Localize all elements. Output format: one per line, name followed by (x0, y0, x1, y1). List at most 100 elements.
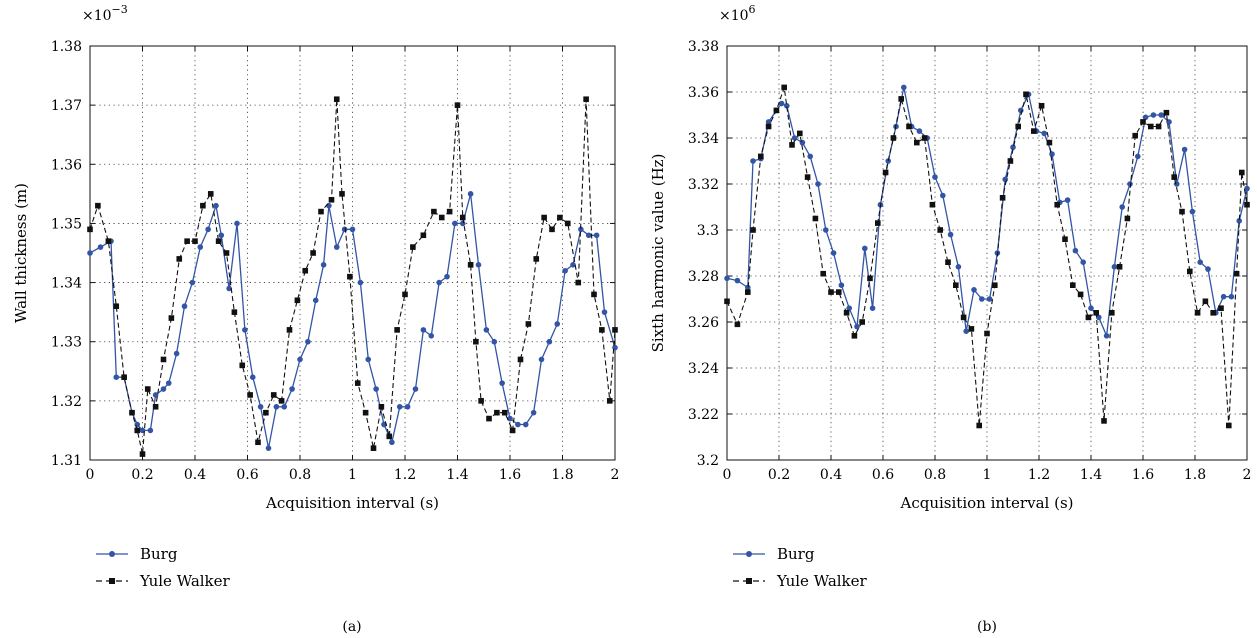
data-point (875, 220, 881, 226)
data-point (1002, 176, 1008, 183)
data-point (213, 202, 219, 209)
data-point (1085, 314, 1092, 321)
data-point (218, 232, 225, 239)
data-point (867, 275, 873, 282)
x-tick-label: 0.8 (289, 467, 311, 483)
data-point (281, 403, 288, 410)
data-point (294, 297, 301, 304)
y-tick-label: 3.36 (688, 85, 719, 101)
data-point (257, 403, 264, 410)
data-point (789, 142, 795, 148)
data-point (1038, 103, 1045, 109)
data-point (745, 284, 751, 291)
data-point (1205, 266, 1211, 272)
legend-label: Burg (777, 545, 815, 563)
data-point (1041, 130, 1047, 137)
data-point (557, 214, 563, 221)
data-point (1158, 112, 1164, 118)
data-point (181, 303, 188, 310)
data-point (404, 403, 411, 410)
data-point (396, 403, 403, 410)
legend-entry-burg: Burg (733, 545, 815, 563)
y-tick-label: 3.22 (688, 407, 719, 423)
data-point (134, 421, 141, 428)
y-multiplier: ×10−3 (82, 3, 128, 24)
data-point (215, 238, 222, 244)
data-point (538, 356, 545, 363)
data-point (1187, 268, 1193, 275)
data-point (347, 273, 353, 280)
data-point (113, 374, 120, 381)
data-point (486, 415, 492, 422)
data-point (734, 321, 741, 328)
data-point (444, 273, 450, 280)
data-point (976, 422, 982, 429)
y-tick-label: 1.34 (51, 276, 82, 292)
legend-label: Yule Walker (776, 572, 868, 590)
data-point (778, 100, 785, 107)
data-point (591, 291, 597, 298)
data-point (750, 158, 756, 164)
data-point (1179, 208, 1185, 215)
series-yule-walker (87, 96, 618, 457)
y-tick-label: 3.26 (688, 315, 719, 331)
data-point (815, 181, 821, 187)
y-tick-label: 3.38 (688, 39, 719, 55)
data-point (1070, 282, 1076, 288)
data-point (173, 350, 180, 357)
data-point (963, 328, 969, 335)
data-point (564, 220, 571, 227)
y-tick-label: 1.33 (51, 335, 82, 351)
data-point (999, 195, 1006, 201)
data-point (734, 277, 741, 284)
data-point (328, 196, 335, 203)
data-point (606, 398, 613, 404)
data-point (491, 338, 498, 345)
data-point (1218, 305, 1224, 311)
data-point (1244, 201, 1250, 208)
data-point (530, 409, 537, 416)
data-point (263, 409, 269, 416)
data-point (885, 158, 891, 164)
y-axis-label: Wall thickness (m) (12, 183, 30, 323)
data-point (278, 398, 285, 404)
data-point (1132, 132, 1138, 139)
legend-entry-burg: Burg (96, 545, 178, 563)
legend-marker (109, 578, 115, 584)
data-point (593, 232, 600, 239)
data-point (1155, 123, 1162, 130)
legend-entry-yule-walker: Yule Walker (733, 572, 868, 590)
y-multiplier-base: ×10 (82, 8, 112, 24)
data-point (87, 250, 93, 256)
data-point (1062, 236, 1068, 242)
data-point (160, 356, 167, 363)
data-point (452, 220, 458, 227)
data-point (1236, 218, 1242, 224)
data-point (509, 427, 516, 434)
data-point (968, 326, 975, 332)
data-point (160, 386, 167, 392)
data-point (121, 374, 127, 380)
data-point (105, 238, 112, 244)
data-point (312, 297, 319, 304)
data-point (979, 296, 985, 302)
data-point (1239, 169, 1245, 176)
data-point (95, 202, 101, 209)
data-point (410, 244, 416, 250)
data-point (823, 227, 829, 233)
data-point (234, 220, 240, 227)
data-point (226, 285, 232, 292)
data-point (745, 289, 751, 295)
data-point (583, 96, 589, 103)
data-point (420, 232, 427, 239)
data-point (960, 314, 967, 321)
data-point (901, 84, 907, 91)
x-tick-label: 1.2 (1028, 467, 1050, 483)
data-point (914, 139, 920, 146)
data-point (992, 282, 998, 288)
x-tick-label: 1.4 (446, 467, 468, 483)
data-point (570, 262, 576, 268)
data-point (310, 250, 316, 256)
data-point (1135, 153, 1141, 160)
data-point (197, 244, 204, 250)
